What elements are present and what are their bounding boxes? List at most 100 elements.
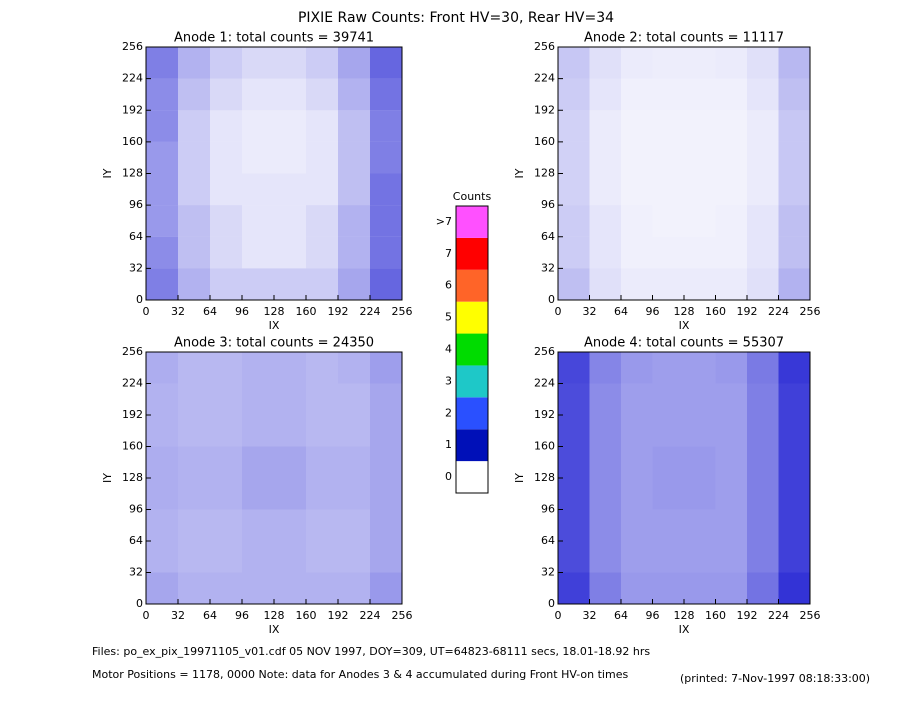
heat-cell [146,47,178,79]
x-tick-label: 0 [555,305,562,318]
heat-cell [338,446,370,478]
heat-cell [715,173,747,206]
heat-cell [306,268,338,300]
x-tick-label: 64 [614,609,628,622]
x-tick-label: 96 [646,609,660,622]
heat-cell [621,509,653,541]
heat-cell [210,478,242,510]
heat-cell [370,173,402,206]
x-tick-label: 96 [235,305,249,318]
y-tick-label: 32 [541,261,555,274]
heat-cell [684,236,716,269]
heat-cell [274,541,306,573]
x-tick-label: 192 [737,305,758,318]
heat-cell [146,110,178,142]
x-tick-label: 32 [583,305,597,318]
heat-cell [621,415,653,447]
heat-cell [558,110,590,142]
heat-cell [589,110,621,142]
heat-cell [652,572,684,604]
x-tick-label: 256 [800,609,821,622]
y-tick-label: 224 [534,72,555,85]
heat-cell [684,141,716,174]
heat-cell [621,572,653,604]
heat-cell [306,383,338,415]
heat-cell [747,352,779,384]
x-tick-label: 192 [328,305,349,318]
y-tick-label: 256 [122,40,143,53]
x-tick-label: 224 [768,305,789,318]
heat-cell [178,78,210,111]
colorbar-swatch [456,301,488,334]
heat-cell [684,509,716,541]
colorbar-swatch [456,206,488,238]
heat-cell [684,541,716,573]
colorbar-label: 4 [445,343,452,356]
heat-cell [589,415,621,447]
heat-cell [242,47,274,79]
heat-cell [747,509,779,541]
y-tick-label: 224 [122,72,143,85]
colorbar-label: 7 [445,247,452,260]
heat-cell [621,236,653,269]
x-tick-label: 96 [646,305,660,318]
heat-cell [778,268,810,300]
x-tick-label: 192 [328,609,349,622]
plot-title: Anode 3: total counts = 24350 [174,336,374,351]
heat-cell [589,268,621,300]
heat-cell [178,446,210,478]
heat-cell [370,205,402,237]
heat-cell [370,236,402,269]
heat-cell [370,478,402,510]
heat-cell [778,78,810,111]
heat-cell [684,205,716,237]
y-tick-label: 0 [136,293,143,306]
colorbar-swatch [456,397,488,430]
x-axis-label: IX [269,319,280,332]
heat-cell [747,478,779,510]
heat-cell [747,415,779,447]
plot-title: Anode 4: total counts = 55307 [584,336,784,351]
x-tick-label: 160 [296,609,317,622]
heat-cell [684,47,716,79]
heat-cell [274,415,306,447]
heat-cell [558,352,590,384]
x-tick-label: 160 [705,609,726,622]
heat-cell [621,446,653,478]
heat-cell [684,268,716,300]
heat-cell [747,173,779,206]
heat-cell [778,446,810,478]
heat-cell [274,236,306,269]
heat-cell [146,78,178,111]
heat-cell [715,78,747,111]
heat-cell [558,509,590,541]
heat-cell [274,446,306,478]
heat-cell [146,236,178,269]
heat-cell [370,541,402,573]
x-tick-label: 224 [768,609,789,622]
heat-cell [747,78,779,111]
heat-cell [178,110,210,142]
y-tick-label: 32 [129,261,143,274]
heat-cell [715,509,747,541]
heat-cell [306,509,338,541]
colorbar-label: >7 [436,215,452,228]
heat-cell [178,236,210,269]
y-axis-label: IY [513,473,526,483]
x-tick-label: 0 [143,609,150,622]
heat-cell [178,509,210,541]
heat-cell [306,110,338,142]
heat-cell [178,572,210,604]
heat-cell [338,205,370,237]
heat-cell [589,78,621,111]
footer-motor: Motor Positions = 1178, 0000 Note: data … [92,668,628,681]
heat-cell [715,383,747,415]
heat-cell [684,78,716,111]
heat-cell [370,78,402,111]
heat-cell [778,352,810,384]
x-tick-label: 224 [360,305,381,318]
heat-cell [210,415,242,447]
heat-cell [778,110,810,142]
heat-cell [178,415,210,447]
heat-cell [338,383,370,415]
